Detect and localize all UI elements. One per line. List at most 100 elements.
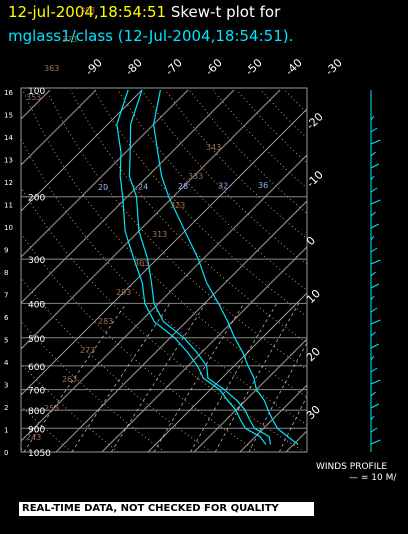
height-tick-label: 15: [4, 112, 13, 120]
wind-barb: [370, 187, 378, 193]
isotherm-line: [21, 89, 281, 350]
chart-subtitle: mglass1/class (12-Jul-2004,18:54:51).: [8, 27, 294, 45]
pressure-tick-label: 800: [28, 407, 45, 417]
temperature-tick-top: -30: [323, 56, 345, 78]
wind-barb: [370, 379, 381, 385]
height-tick-label: 9: [4, 247, 8, 255]
dry-adiabat-label: 333: [188, 172, 203, 181]
wind-barb: [370, 367, 378, 373]
height-tick-label: 7: [4, 292, 8, 300]
wind-barb: [370, 307, 378, 313]
isotherm-line: [55, 200, 307, 452]
winds-profile-label: WINDS PROFILE: [316, 462, 388, 472]
mixing-ratio-line: [190, 303, 278, 452]
wind-barb: [370, 403, 380, 409]
height-tick-label: 16: [4, 89, 13, 97]
wind-barb: [370, 259, 381, 265]
dry-adiabat-label: 313: [152, 230, 167, 239]
dry-adiabat-label: 243: [26, 433, 41, 442]
dry-adiabat-line: [308, 90, 408, 452]
mixing-ratio-line: [153, 303, 245, 452]
height-tick-label: 6: [4, 314, 9, 322]
dry-adiabat-line: [21, 277, 212, 452]
isotherm-line: [21, 89, 189, 258]
mixing-ratio-line: [248, 341, 307, 452]
mixing-ratio-label: 36: [258, 181, 268, 190]
dry-adiabat-label: 343: [206, 143, 221, 152]
isotherm-line: [21, 154, 307, 442]
wind-barb: [370, 199, 381, 205]
isotherm-line: [378, 90, 408, 452]
mixing-ratio-label: 28: [178, 182, 188, 191]
height-tick-label: 5: [4, 337, 8, 345]
dry-adiabat-line: [93, 89, 307, 317]
temperature-tick-top: -60: [203, 56, 225, 78]
height-tick-label: 4: [4, 359, 9, 367]
dry-adiabat-line: [21, 405, 73, 452]
dry-adiabat-label: 253: [44, 404, 59, 413]
wind-barb: [370, 235, 375, 241]
pressure-tick-label: 700: [28, 387, 45, 397]
dry-adiabat-line: [188, 89, 307, 215]
wind-barb: [370, 355, 375, 361]
title-date: 12-jul-2004,18:54:51: [8, 3, 167, 21]
wind-barb: [370, 127, 378, 133]
mixing-ratio-line: [214, 303, 300, 452]
wind-barb: [370, 163, 380, 169]
isotherm-line: [101, 246, 307, 452]
height-tick-label: 3: [4, 382, 8, 390]
dry-adiabat-line: [212, 89, 307, 189]
temperature-tick-top: -40: [283, 56, 305, 78]
dry-adiabat-line: [21, 137, 307, 426]
dry-adiabat-label: 323: [170, 201, 185, 210]
dry-adiabat-line: [356, 90, 408, 452]
sounding-line-2: [128, 89, 272, 445]
dry-adiabat-label: 353: [26, 93, 41, 102]
temperature-tick-top: -90: [83, 56, 105, 78]
wind-barb: [370, 319, 381, 325]
pressure-tick-label: 600: [28, 363, 45, 373]
dry-adiabat-label: 293: [116, 288, 131, 297]
isotherm-line: [239, 384, 307, 452]
dry-adiabat-line: [332, 90, 408, 452]
wind-barb: [370, 271, 376, 277]
temperature-tick-top: -70: [163, 56, 185, 78]
mixing-ratio-label: 20: [98, 183, 108, 192]
height-tick-label: 12: [4, 179, 13, 187]
temperature-tick-right: 0: [304, 234, 318, 248]
dry-adiabat-line: [45, 89, 307, 371]
temperature-tick-top: -80: [123, 56, 145, 78]
mixing-ratio-line: [23, 303, 127, 452]
wind-barb: [370, 415, 375, 421]
mixing-ratio-label: 24: [138, 183, 148, 192]
height-tick-label: 0: [4, 449, 8, 457]
wind-barb: [370, 295, 375, 301]
mixing-ratio-line: [71, 303, 171, 452]
dry-adiabat-label: 373: [62, 35, 77, 44]
dry-adiabat-line: [21, 320, 166, 452]
dry-adiabat-line: [21, 362, 119, 452]
pressure-tick-label: 300: [28, 256, 45, 266]
isotherm-line: [21, 89, 143, 212]
dry-adiabat-label: 363: [44, 64, 59, 73]
dry-adiabat-line: [21, 186, 306, 452]
wind-barb: [370, 223, 380, 229]
wind-barb: [370, 283, 380, 289]
isotherm-line: [21, 89, 235, 304]
wind-barb: [370, 427, 378, 433]
dry-adiabat-line: [69, 89, 307, 344]
mixing-ratio-label: 32: [218, 182, 228, 191]
dry-adiabat-line: [21, 232, 259, 452]
sounding-line-1: [116, 89, 267, 445]
height-tick-label: 11: [4, 202, 13, 210]
dry-adiabat-label: 303: [134, 259, 149, 268]
dry-adiabat-label: 383: [80, 6, 95, 15]
mixing-ratio-line: [278, 395, 307, 452]
wind-barb: [370, 439, 381, 445]
wind-barb: [370, 175, 375, 181]
dry-adiabat-label: 283: [98, 317, 113, 326]
height-tick-label: 13: [4, 157, 13, 165]
title-text: Skew-t plot for: [170, 3, 281, 21]
isotherm-line: [193, 338, 307, 452]
